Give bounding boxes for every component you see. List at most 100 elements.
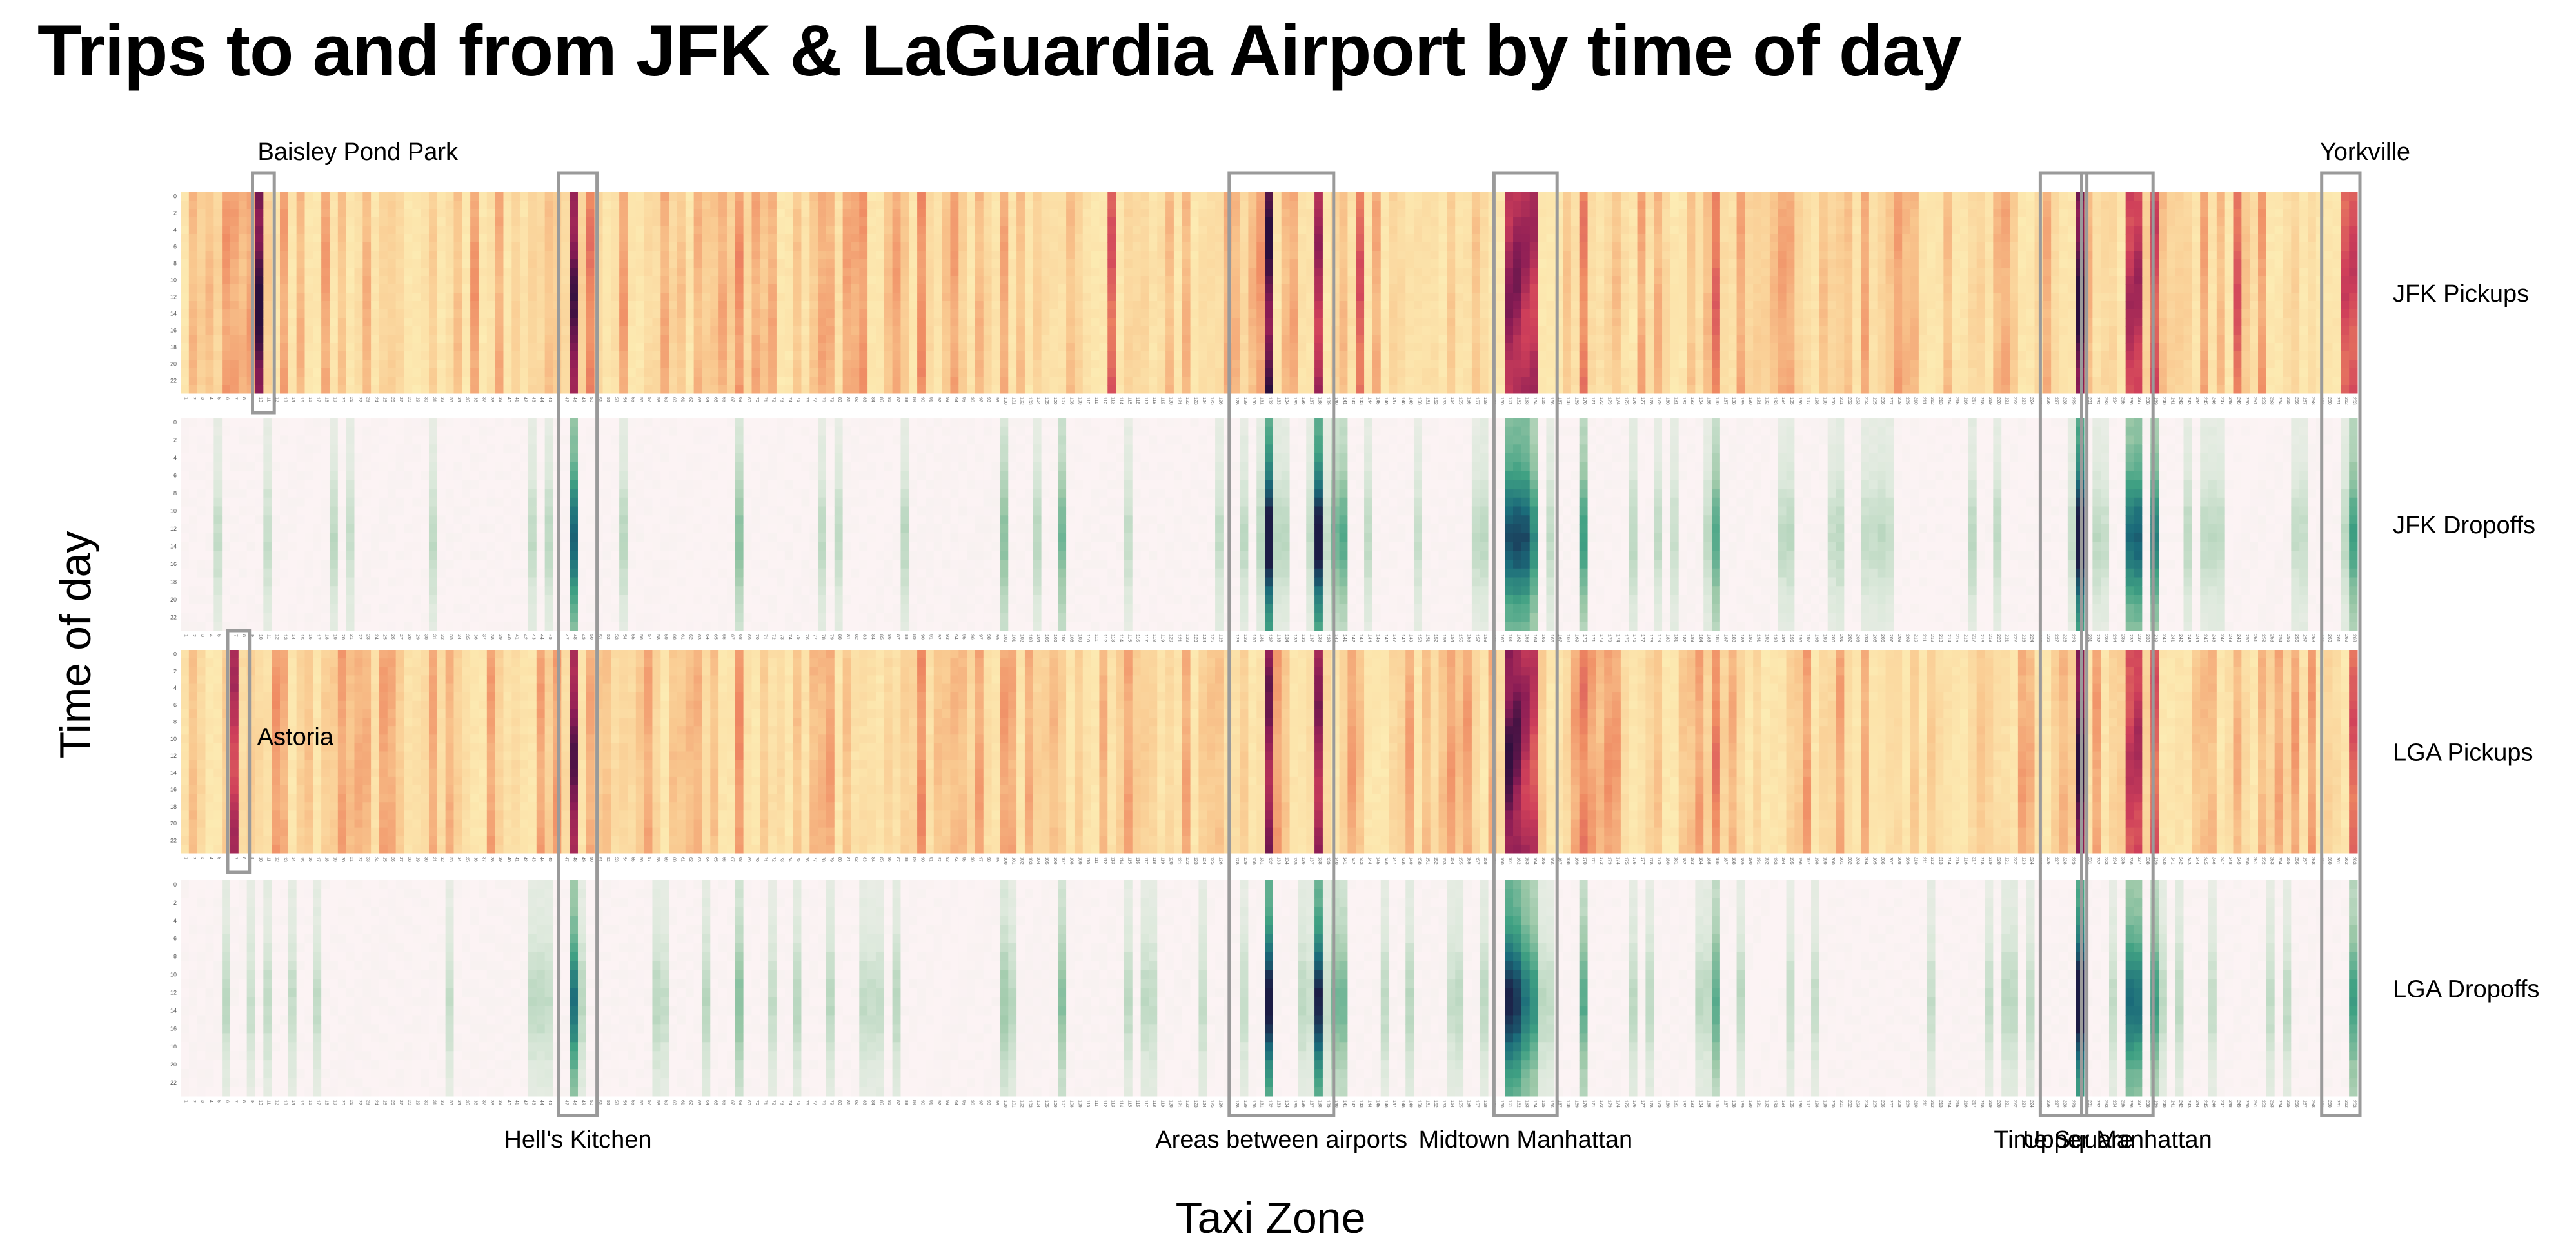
heatmap-cell [206,293,214,302]
heatmap-cell [288,192,297,201]
zone-column [379,192,388,394]
heatmap-cell [404,343,412,352]
heatmap-cell [222,242,230,251]
heatmap-cell [206,251,214,260]
heatmap-cell [437,234,446,243]
heatmap-cell [321,377,330,386]
heatmap-cell [495,360,504,369]
heatmap-cell [197,251,206,260]
heatmap-cell [396,284,404,293]
heatmap-cell [330,192,338,201]
heatmap-cell [470,201,479,210]
heatmap-cell [181,217,189,226]
heatmap-cell [453,217,462,226]
heatmap-cell [222,251,230,260]
heatmap-cell [222,309,230,319]
heatmap-cell [280,201,288,210]
zone-column [263,192,272,394]
heatmap-cell [297,360,305,369]
heatmap-cell [213,360,222,369]
heatmap-cell [404,201,412,210]
heatmap-cell [197,301,206,310]
heatmap-cell [429,242,437,251]
heatmap-cell [239,234,247,243]
heatmap-cell [470,335,479,344]
heatmap-cell [396,351,404,360]
heatmap-cell [280,226,288,235]
heatmap-cell [479,318,487,327]
heatmap-cell [288,335,297,344]
heatmap-cell [230,209,239,218]
heatmap-cell [313,326,321,335]
heatmap-cell [371,276,379,285]
heatmap-cell [239,201,247,210]
heatmap-cell [470,318,479,327]
zone-column [453,192,462,394]
heatmap-cell [421,259,429,268]
heatmap-cell [462,201,470,210]
heatmap-cell [288,385,297,394]
heatmap-cell [487,259,495,268]
heatmap-cell [230,301,239,310]
heatmap-cell [288,268,297,277]
heatmap-cell [346,293,355,302]
heatmap-cell [362,276,371,285]
heatmap-cell [263,234,272,243]
heatmap-cell [362,293,371,302]
heatmap-cell [354,293,362,302]
heatmap-cell [280,251,288,260]
heatmap-cell [239,326,247,335]
heatmap-cell [222,360,230,369]
heatmap-cell [280,293,288,302]
heatmap-cell [330,343,338,352]
heatmap-cell [181,368,189,377]
heatmap-cell [304,259,313,268]
zone-column [404,192,412,394]
heatmap-cell [495,209,504,218]
heatmap-cell [429,326,437,335]
heatmap-cell [379,259,388,268]
heatmap-cell [362,343,371,352]
heatmap-cell [388,226,396,235]
heatmap-cell [404,377,412,386]
heatmap-cell [280,209,288,218]
heatmap-cell [222,343,230,352]
heatmap-cell [446,318,454,327]
heatmap-cell [371,268,379,277]
heatmap-cell [280,301,288,310]
heatmap-cell [503,343,511,352]
heatmap-cell [206,226,214,235]
heatmap-cell [263,368,272,377]
heatmap-cell [222,368,230,377]
heatmap-cell [346,335,355,344]
heatmap-cell [429,217,437,226]
heatmap-cell [371,234,379,243]
heatmap-cell [437,343,446,352]
heatmap-cell [222,301,230,310]
heatmap-cell [230,351,239,360]
heatmap-cell [255,268,263,277]
heatmap-cell [280,368,288,377]
heatmap-cell [197,293,206,302]
heatmap-cell [479,234,487,243]
heatmap-cell [304,351,313,360]
heatmap-cell [388,268,396,277]
heatmap-cell [313,217,321,226]
heatmap-cell [338,234,346,243]
heatmap-cell [453,318,462,327]
heatmap-cell [330,234,338,243]
heatmap-cell [396,385,404,394]
heatmap-cell [487,217,495,226]
heatmap-cell [388,209,396,218]
heatmap-cell [453,192,462,201]
heatmap-cell [288,226,297,235]
heatmap-cell [280,343,288,352]
heatmap-cell [495,368,504,377]
heatmap-cell [495,293,504,302]
heatmap-cell [313,309,321,319]
heatmap-cell [429,192,437,201]
heatmap-cell [487,360,495,369]
heatmap-cell [313,368,321,377]
heatmap-cell [330,276,338,285]
heatmap-cell [511,242,520,251]
